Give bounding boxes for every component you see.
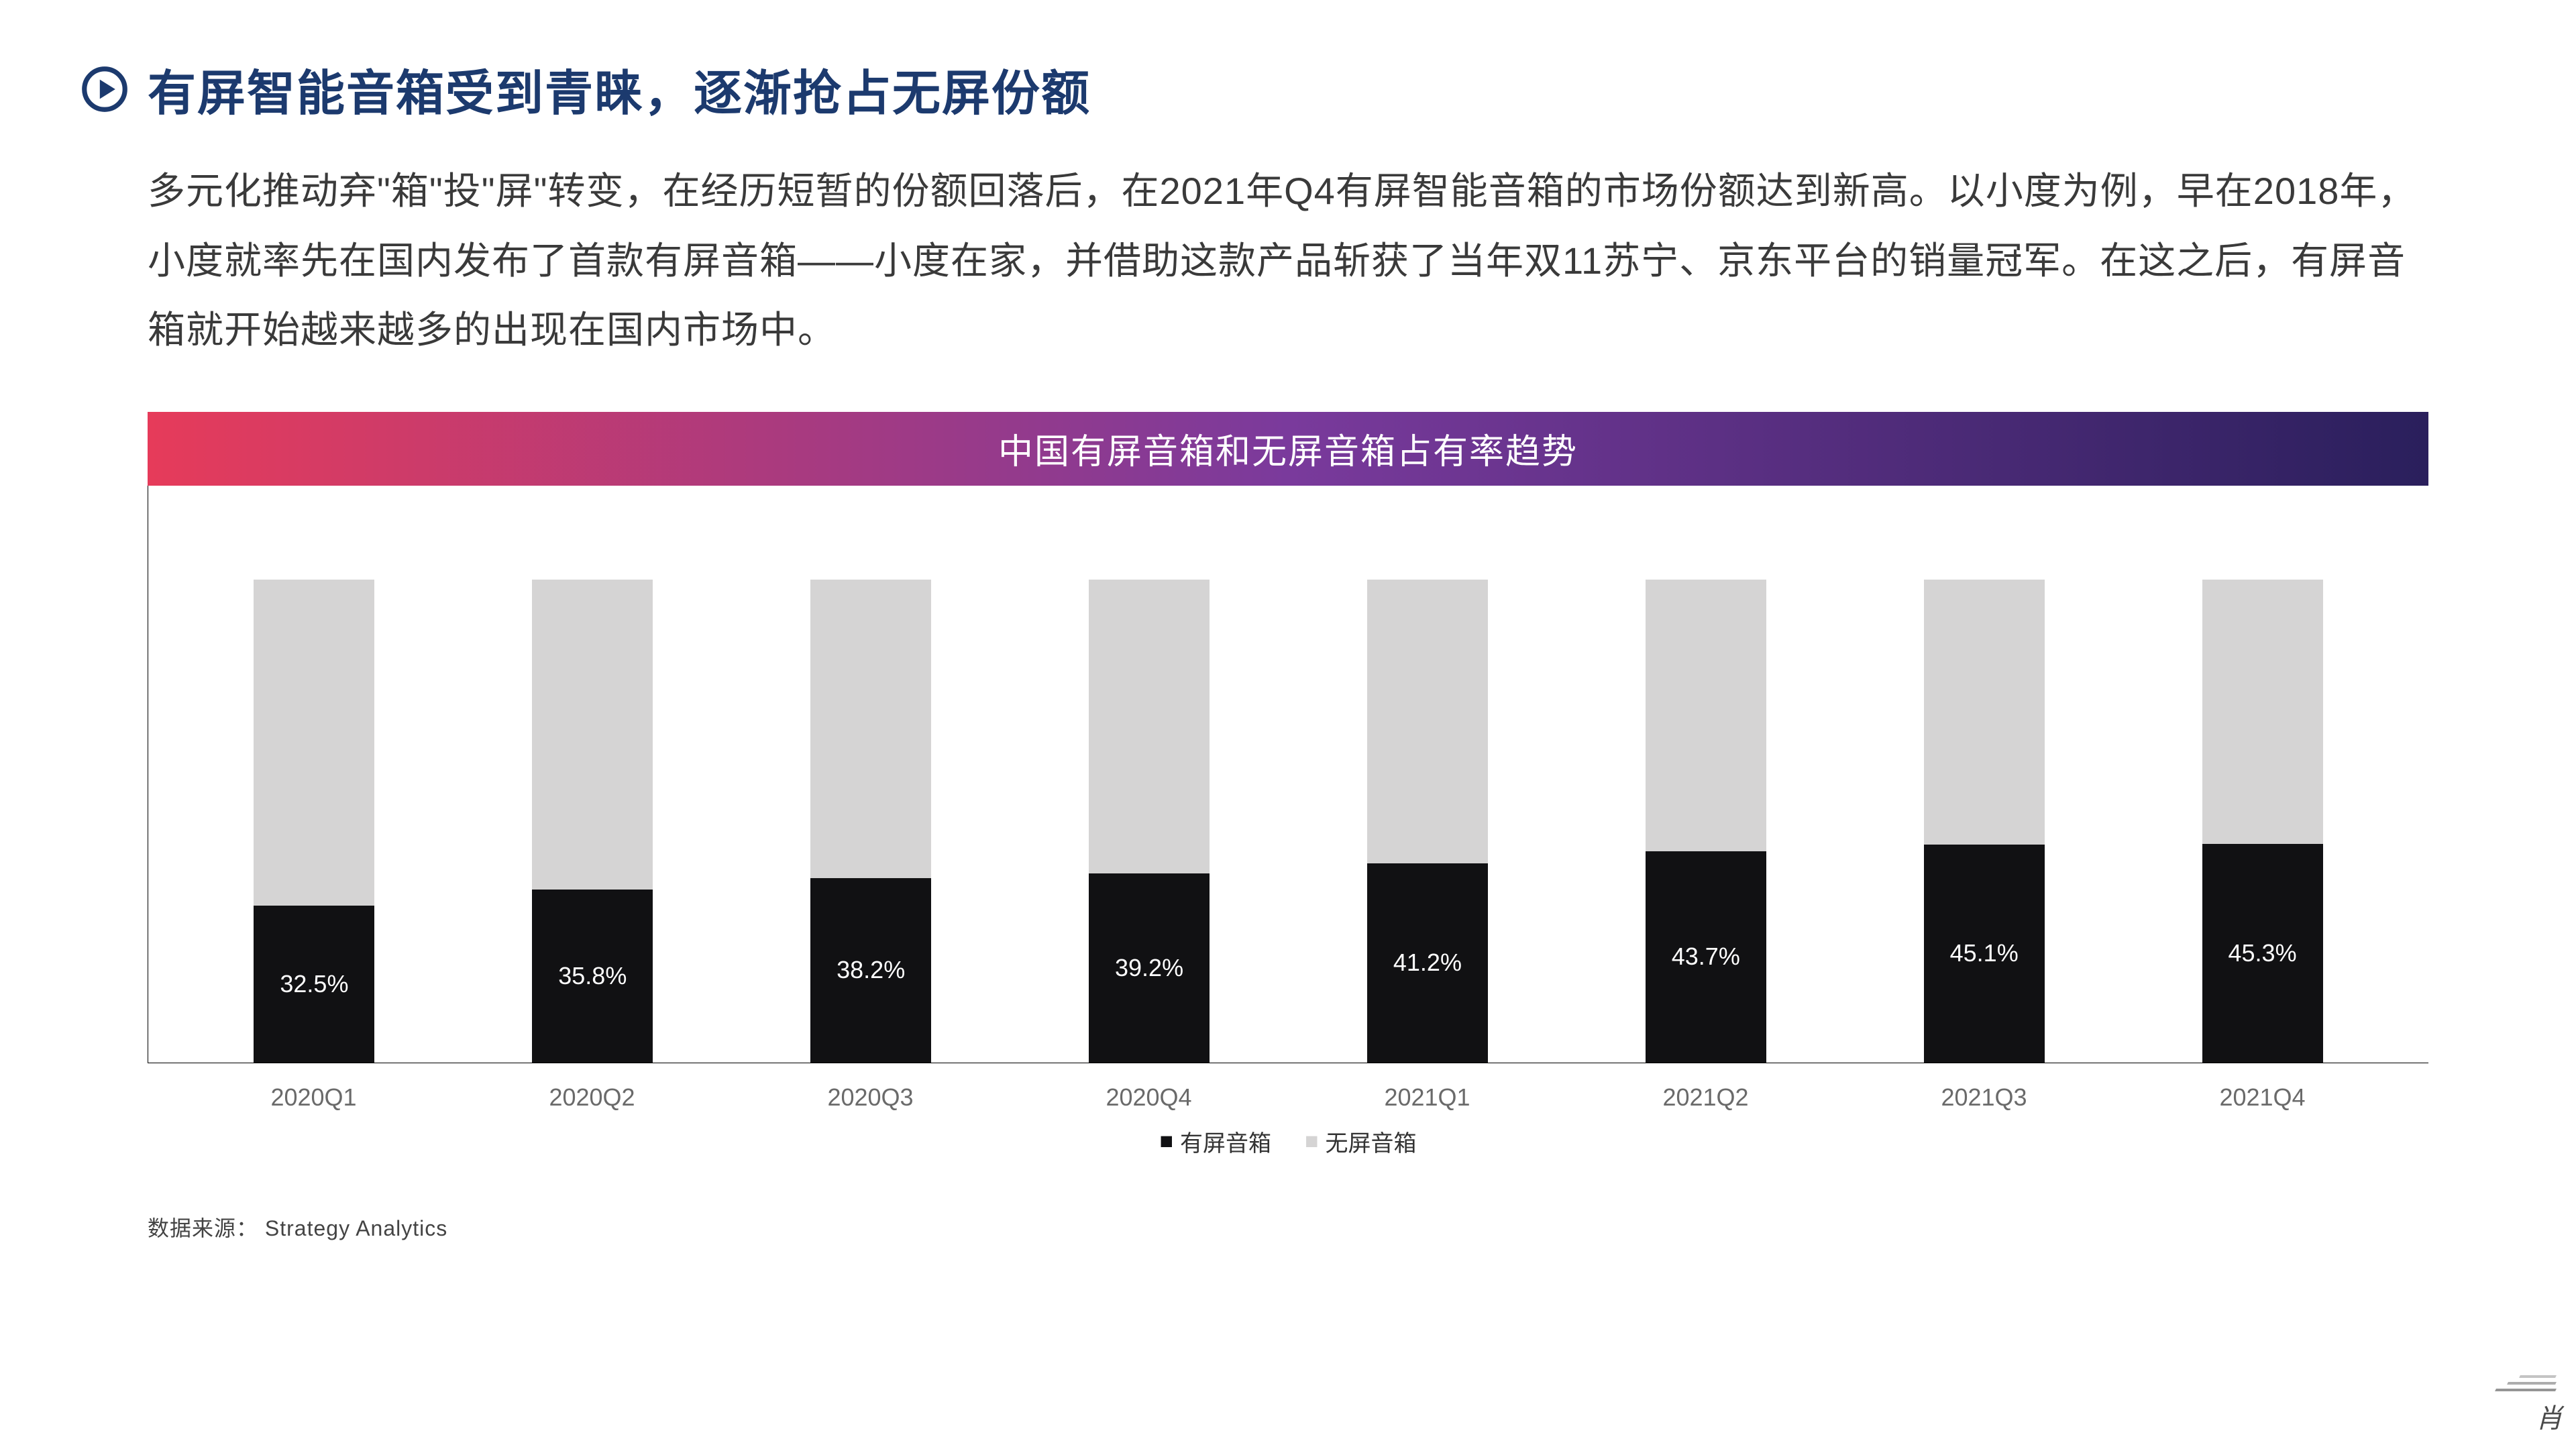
legend-label: 有屏音箱: [1180, 1125, 1271, 1158]
bar-segment-screen: 45.3%: [2202, 844, 2323, 1063]
x-axis-label: 2021Q2: [1583, 1083, 1828, 1112]
slide: 有屏智能音箱受到青睐，逐渐抢占无屏份额 多元化推动弃"箱"投"屏"转变，在经历短…: [0, 0, 2576, 1449]
bar-group: 32.5%: [192, 580, 437, 1063]
x-axis-label: 2021Q1: [1305, 1083, 1550, 1112]
bar-segment-screen: 41.2%: [1367, 863, 1488, 1063]
bar-segment-screen: 45.1%: [1924, 845, 2045, 1063]
bar-stack: 43.7%: [1646, 580, 1766, 1063]
x-axis-label: 2020Q3: [748, 1083, 993, 1112]
bar-group: 41.2%: [1305, 580, 1550, 1063]
bar-group: 43.7%: [1583, 580, 1828, 1063]
bar-group: 35.8%: [470, 580, 715, 1063]
bar-segment-no-screen: [254, 580, 374, 906]
bar-stack: 38.2%: [810, 580, 931, 1063]
bar-segment-no-screen: [1089, 580, 1210, 873]
legend-label: 无屏音箱: [1326, 1125, 1417, 1158]
bar-segment-no-screen: [2202, 580, 2323, 844]
data-source: 数据来源： Strategy Analytics: [148, 1212, 2428, 1242]
source-text: Strategy Analytics: [265, 1216, 447, 1240]
bar-segment-screen: 39.2%: [1089, 873, 1210, 1063]
bar-segment-no-screen: [1367, 580, 1488, 863]
corner-mark: 肖: [2536, 1397, 2563, 1436]
title-row: 有屏智能音箱受到青睐，逐渐抢占无屏份额: [80, 54, 2496, 124]
chart-legend: ■ 有屏音箱 ■ 无屏音箱: [148, 1112, 2428, 1178]
source-prefix: 数据来源：: [148, 1216, 258, 1240]
bars-row: 32.5% 35.8% 38.2% 39.2% 41.2% 43.7% 45.1% 45.3%: [175, 580, 2402, 1063]
x-axis-label: 2020Q4: [1026, 1083, 1271, 1112]
bar-segment-no-screen: [810, 580, 931, 878]
body-paragraph: 多元化推动弃"箱"投"屏"转变，在经历短暂的份额回落后，在2021年Q4有屏智能…: [148, 156, 2428, 365]
chart-plot-area: 32.5% 35.8% 38.2% 39.2% 41.2% 43.7% 45.1% 45.3%: [148, 486, 2428, 1063]
bar-stack: 32.5%: [254, 580, 374, 1063]
x-axis-label: 2020Q2: [470, 1083, 714, 1112]
bar-group: 45.1%: [1862, 580, 2106, 1063]
bar-group: 39.2%: [1027, 580, 1272, 1063]
bar-group: 38.2%: [749, 580, 994, 1063]
bar-group: 45.3%: [2140, 580, 2385, 1063]
bar-segment-no-screen: [1646, 580, 1766, 851]
bar-segment-screen: 35.8%: [532, 890, 653, 1063]
x-axis-label: 2021Q4: [2140, 1083, 2385, 1112]
legend-item: ■ 无屏音箱: [1305, 1125, 1417, 1158]
chart-title-bar: 中国有屏音箱和无屏音箱占有率趋势: [148, 412, 2428, 486]
x-axis-label: 2021Q3: [1862, 1083, 2106, 1112]
bar-segment-screen: 38.2%: [810, 878, 931, 1063]
bar-stack: 35.8%: [532, 580, 653, 1063]
legend-item: ■ 有屏音箱: [1159, 1125, 1271, 1158]
chart-title: 中国有屏音箱和无屏音箱占有率趋势: [998, 423, 1578, 474]
chart-container: 中国有屏音箱和无屏音箱占有率趋势 32.5% 35.8% 38.2% 39.2% 41.…: [148, 412, 2428, 1178]
bar-segment-screen: 32.5%: [254, 906, 374, 1063]
legend-swatch-icon: ■: [1159, 1128, 1173, 1155]
bar-stack: 39.2%: [1089, 580, 1210, 1063]
bar-stack: 41.2%: [1367, 580, 1488, 1063]
x-axis-labels: 2020Q1 2020Q2 2020Q3 2020Q4 2021Q1 2021Q2 2021…: [148, 1063, 2428, 1112]
page-title: 有屏智能音箱受到青睐，逐渐抢占无屏份额: [148, 54, 1091, 124]
legend-swatch-icon: ■: [1305, 1128, 1319, 1155]
bar-segment-screen: 43.7%: [1646, 851, 1766, 1063]
x-axis-label: 2020Q1: [191, 1083, 436, 1112]
bar-stack: 45.1%: [1924, 580, 2045, 1063]
play-circle-icon: [80, 65, 129, 113]
bar-segment-no-screen: [1924, 580, 2045, 845]
bar-segment-no-screen: [532, 580, 653, 890]
bar-stack: 45.3%: [2202, 580, 2323, 1063]
